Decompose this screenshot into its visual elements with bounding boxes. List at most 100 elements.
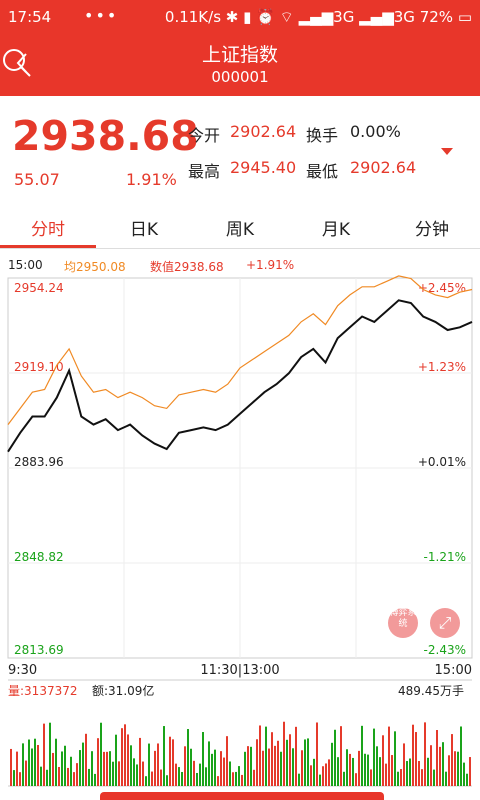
expand-triangle-icon[interactable] — [441, 148, 453, 155]
volume-bar — [85, 733, 87, 786]
volume-bar — [34, 738, 36, 786]
network-speed: 0.11K/s — [164, 8, 222, 26]
volume-bar — [136, 764, 138, 786]
bobo-label: 博弈系统 — [389, 608, 417, 629]
volume-bar — [400, 769, 402, 786]
volume-bar — [172, 739, 174, 786]
legend-value: 数值2938.68 — [150, 260, 224, 274]
volume-bar — [244, 751, 246, 786]
volume-bar — [304, 739, 306, 786]
volume-bar — [145, 776, 147, 786]
series-line-1 — [7, 275, 473, 425]
volume-bar — [307, 738, 309, 786]
volume-bar — [406, 761, 408, 786]
volume-bar — [196, 772, 198, 786]
turnover-value: 0.00% — [350, 122, 401, 141]
turnover-label: 换手 — [306, 126, 339, 145]
x-tick-label: 15:00 — [435, 663, 472, 678]
volume-bar — [142, 761, 144, 786]
volume-bar — [148, 743, 150, 786]
volume-bar — [295, 726, 297, 786]
volume-bar — [16, 751, 18, 786]
volume-bar — [325, 763, 327, 786]
volume-bar — [370, 769, 372, 786]
volume-bar — [355, 773, 357, 786]
volume-bar — [187, 729, 189, 786]
volume-bar — [235, 771, 237, 786]
signal-label-1: 3G — [333, 8, 355, 26]
fullscreen-icon[interactable]: ⤢ — [430, 608, 460, 638]
volume-bar — [289, 734, 291, 786]
volume-bar — [466, 773, 468, 786]
y-pct-tick-label: +2.45% — [418, 281, 466, 295]
amount-label: 额:31.09亿 — [92, 684, 155, 698]
high-value: 2945.40 — [230, 158, 297, 177]
volume-bar — [31, 748, 33, 786]
volume-bar — [331, 742, 333, 786]
volume-bar — [139, 737, 141, 786]
volume-bar — [256, 739, 258, 786]
volume-bar — [37, 744, 39, 786]
search-icon[interactable] — [0, 46, 34, 80]
signal-icon-1: ▂▄▆ — [298, 8, 334, 26]
volume-bar — [301, 750, 303, 786]
volume-bar — [376, 746, 378, 786]
volume-bar — [19, 772, 21, 786]
tab-day-k[interactable]: 日K — [129, 220, 159, 240]
volume-bar — [13, 770, 15, 786]
volume-bar — [358, 750, 360, 786]
volume-bar — [343, 771, 345, 786]
volume-bar — [64, 745, 66, 786]
bottom-action-bar[interactable] — [100, 792, 384, 800]
volume-bar — [52, 752, 54, 786]
volume-bar — [88, 768, 90, 786]
volume-bar — [49, 722, 51, 786]
y-pct-tick-label: -2.43% — [424, 643, 466, 657]
y-pct-tick-label: +1.23% — [418, 360, 466, 374]
volume-bar — [61, 751, 63, 786]
volume-bar — [274, 745, 276, 786]
tab-month-k[interactable]: 月K — [321, 220, 351, 240]
volume-bar — [109, 751, 111, 786]
volume-bar — [202, 732, 204, 786]
legend-avg: 均2950.08 — [64, 260, 126, 274]
bobo-system-button[interactable]: 博弈系统 — [388, 608, 418, 638]
volume-bar — [70, 756, 72, 786]
wifi-icon: ⌔ — [279, 8, 294, 26]
tab-intraday[interactable]: 分时 — [31, 220, 65, 240]
volume-bar — [91, 751, 93, 786]
y-pct-tick-label: -1.21% — [424, 550, 466, 564]
volume-bar — [391, 755, 393, 786]
volume-bar — [316, 722, 318, 786]
volume-bar — [82, 742, 84, 786]
status-time: 17:54 — [8, 8, 52, 26]
tab-minute[interactable]: 分钟 — [415, 220, 449, 240]
vibrate-icon: ▮ — [243, 8, 252, 26]
low-value: 2902.64 — [350, 158, 417, 177]
chart-legend: 15:00 均2950.08 数值2938.68 +1.91% — [0, 254, 480, 274]
volume-bar — [253, 769, 255, 786]
volume-bar — [190, 748, 192, 786]
stock-code: 000001 — [211, 68, 269, 86]
volume-bar — [133, 758, 135, 786]
volume-bar — [385, 763, 387, 786]
legend-pct: +1.91% — [246, 258, 295, 272]
volume-bar — [268, 748, 270, 786]
volume-bar — [112, 761, 114, 786]
volume-bar — [166, 775, 168, 786]
volume-bar — [430, 745, 432, 786]
volume-bar — [193, 760, 195, 786]
volume-bar — [319, 774, 321, 786]
battery-level: 72% — [419, 8, 454, 26]
volume-bar — [265, 726, 267, 786]
volume-bar — [334, 729, 336, 786]
volume-bar — [208, 741, 210, 786]
low-label: 最低 — [306, 162, 339, 181]
volume-bar — [118, 761, 120, 786]
volume-bar — [412, 724, 414, 786]
tab-week-k[interactable]: 周K — [225, 220, 255, 240]
volume-bar — [346, 749, 348, 786]
volume-bar — [469, 757, 471, 786]
volume-bar — [229, 761, 231, 786]
volume-bar — [157, 743, 159, 786]
